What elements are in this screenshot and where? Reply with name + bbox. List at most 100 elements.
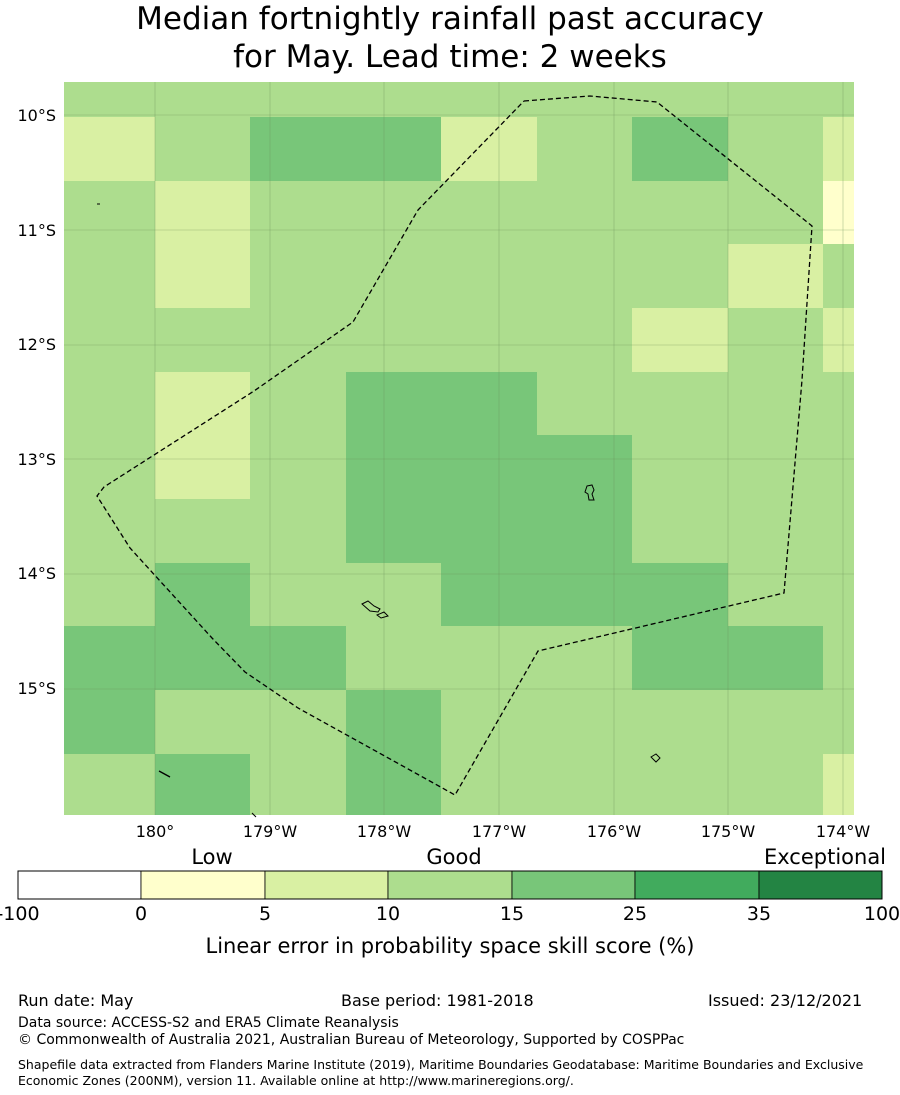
lon-tick-180: 180° <box>136 822 175 841</box>
grid-cell <box>155 626 250 690</box>
grid-cell <box>250 308 346 372</box>
grid-cell <box>537 181 632 244</box>
lat-tick-10s: 10°S <box>17 106 56 125</box>
grid-cell <box>441 435 537 499</box>
grid-cell <box>728 308 823 372</box>
grid-cell <box>728 626 823 690</box>
grid-cell <box>64 372 155 435</box>
colorbar-tick-neg100: -100 <box>0 903 40 925</box>
grid-cell <box>64 117 155 181</box>
grid-cell <box>823 563 854 626</box>
colorbar-tick-10: 10 <box>376 903 400 925</box>
grid-cell <box>155 181 250 244</box>
grid-cell <box>64 499 155 563</box>
grid-cell <box>537 244 632 308</box>
colorbar-tick-25: 25 <box>623 903 647 925</box>
island-fakaofo <box>650 753 661 763</box>
grid-cell <box>346 181 441 244</box>
grid-cell <box>537 754 632 815</box>
island-atafu-south <box>376 611 389 619</box>
grid-cell <box>632 308 728 372</box>
chart-title-line2: for May. Lead time: 2 weeks <box>233 39 667 75</box>
grid-cell <box>64 626 155 690</box>
grid-cell <box>632 244 728 308</box>
grid-cell <box>64 181 155 244</box>
grid-cell <box>441 117 537 181</box>
grid-cell <box>64 244 155 308</box>
grid-cell <box>64 82 155 117</box>
grid-cell <box>155 690 250 754</box>
lon-tick-179w: 179°W <box>243 822 298 841</box>
grid-cell <box>632 754 728 815</box>
island-nukunonu <box>584 484 595 501</box>
grid-cell <box>441 626 537 690</box>
colorbar <box>17 870 883 900</box>
colorbar-tick-0: 0 <box>135 903 147 925</box>
grid-cell <box>632 626 728 690</box>
grid-cell <box>64 690 155 754</box>
grid-cell <box>64 563 155 626</box>
grid-cell <box>823 626 854 690</box>
eez-boundary <box>96 95 813 796</box>
grid-cell <box>823 244 854 308</box>
grid-cell <box>823 117 854 181</box>
grid-cell <box>728 754 823 815</box>
colorbar-xlabel: Linear error in probability space skill … <box>206 934 695 958</box>
grid-cell <box>346 754 441 815</box>
grid-cell <box>441 82 537 117</box>
lon-tick-177w: 177°W <box>472 822 527 841</box>
grid-cell <box>537 499 632 563</box>
grid-cell <box>346 435 441 499</box>
colorbar-frame <box>17 870 883 900</box>
grid-cell <box>728 435 823 499</box>
grid-cell <box>823 435 854 499</box>
grid-cell <box>250 244 346 308</box>
colorbar-segment <box>17 870 142 900</box>
grid-cell <box>346 563 441 626</box>
colorbar-label-low: Low <box>191 845 232 869</box>
chart-title-line1: Median fortnightly rainfall past accurac… <box>136 1 764 37</box>
grid-cell <box>632 181 728 244</box>
grid-cell <box>537 117 632 181</box>
grid-cell <box>728 372 823 435</box>
grid-cell <box>632 690 728 754</box>
grid-cell <box>441 244 537 308</box>
lon-tick-176w: 176°W <box>587 822 642 841</box>
lon-tick-178w: 178°W <box>357 822 412 841</box>
grid-cell <box>537 690 632 754</box>
grid-cell <box>155 435 250 499</box>
grid-cell <box>64 308 155 372</box>
grid-cell <box>250 626 346 690</box>
colorbar-label-exceptional: Exceptional <box>764 845 886 869</box>
grid-cell <box>441 754 537 815</box>
grid-cell <box>346 626 441 690</box>
grid-cell <box>632 563 728 626</box>
grid-cell <box>346 308 441 372</box>
grid-cell <box>823 499 854 563</box>
grid-cell <box>346 690 441 754</box>
colorbar-segment <box>264 870 389 900</box>
grid-cell <box>250 563 346 626</box>
grid-cell <box>632 82 728 117</box>
shapefile-credit: Shapefile data extracted from Flanders M… <box>18 1057 864 1088</box>
lat-ticks: 10°S 11°S 12°S 13°S 14°S 15°S <box>17 106 56 698</box>
colorbar-label-good: Good <box>426 845 481 869</box>
grid-cell <box>728 499 823 563</box>
grid-cell <box>250 690 346 754</box>
lat-tick-13s: 13°S <box>17 450 56 469</box>
grid-cell <box>823 690 854 754</box>
map-figure: 10°S 11°S 12°S 13°S 14°S 15°S 180° 179°W… <box>0 82 900 958</box>
lat-tick-12s: 12°S <box>17 335 56 354</box>
lat-tick-11s: 11°S <box>17 221 56 240</box>
grid-cell <box>537 563 632 626</box>
copyright: © Commonwealth of Australia 2021, Austra… <box>18 1032 685 1048</box>
grid-cell <box>64 754 155 815</box>
island-swains-reef <box>158 770 171 778</box>
run-date: Run date: May <box>18 991 134 1010</box>
grid-cell <box>537 626 632 690</box>
grid-cell <box>346 117 441 181</box>
lat-tick-15s: 15°S <box>17 679 56 698</box>
colorbar-ticks: -100 0 5 10 15 25 35 100 <box>0 903 900 925</box>
grid-cell <box>346 244 441 308</box>
grid-cell <box>441 181 537 244</box>
